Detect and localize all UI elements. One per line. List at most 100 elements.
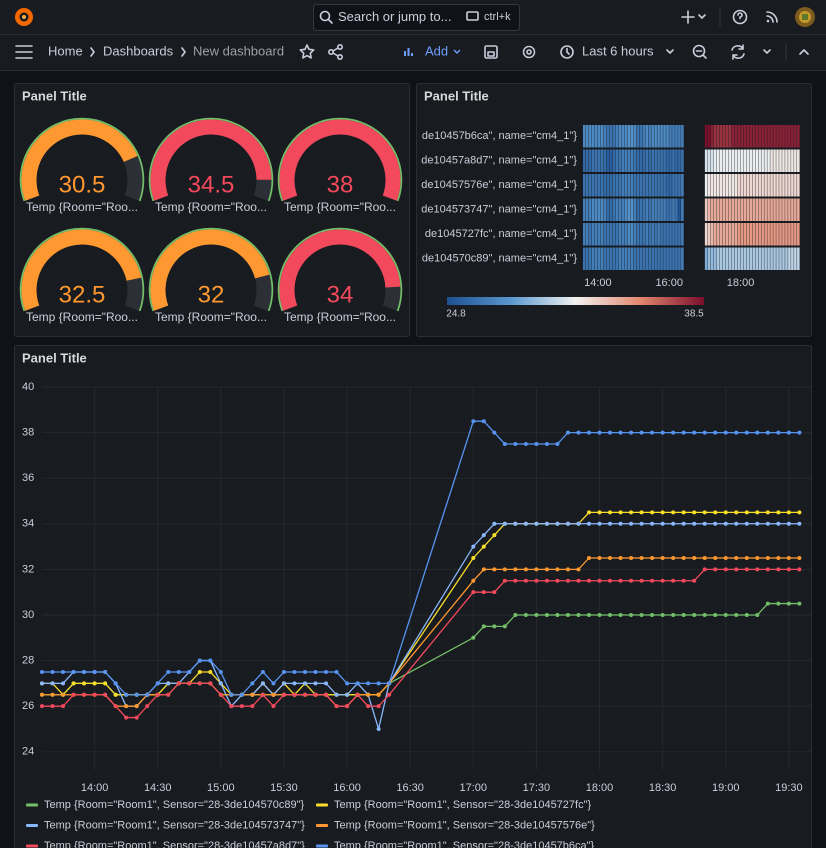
legend-label: Temp {Room="Room1", Sensor="28-3de10457b…: [334, 840, 595, 848]
share[interactable]: [327, 43, 343, 60]
data-point: [576, 578, 581, 583]
data-point: [650, 430, 655, 435]
data-point: [660, 510, 665, 515]
data-point: [366, 704, 371, 709]
heatmap-cell: [773, 174, 776, 197]
data-point: [534, 521, 539, 526]
heatmap-cell: [758, 223, 761, 246]
heatmap-cell: [791, 149, 794, 172]
legend-item[interactable]: Temp {Room="Room1", Sensor="28-3de104573…: [26, 819, 305, 831]
star[interactable]: [299, 44, 315, 59]
data-point: [313, 692, 318, 697]
heatmap-cell: [624, 174, 628, 197]
heatmap-cell: [716, 149, 720, 172]
avatar[interactable]: [795, 7, 815, 27]
add-button[interactable]: Add: [404, 43, 461, 58]
heatmap-cell: [749, 247, 753, 270]
data-point: [639, 430, 644, 435]
legend-item[interactable]: Temp {Room="Room1", Sensor="28-3de104570…: [26, 799, 305, 811]
heatmap-cell: [615, 247, 619, 270]
data-point: [513, 521, 518, 526]
data-point: [660, 578, 665, 583]
breadcrumb[interactable]: Dashboards: [103, 43, 174, 58]
data-point: [292, 692, 297, 697]
refresh-interval[interactable]: [763, 49, 771, 54]
heatmap-cell: [681, 125, 684, 148]
data-point: [744, 521, 749, 526]
data-point: [324, 692, 329, 697]
data-point: [744, 567, 749, 572]
data-point: [650, 510, 655, 515]
heatmap-cell: [755, 223, 759, 246]
legend-item[interactable]: Temp {Room="Room1", Sensor="28-3de10457b…: [316, 840, 595, 848]
heatmap-cell: [639, 125, 643, 148]
heatmap-cell: [752, 174, 756, 197]
heatmap-cell: [612, 198, 616, 221]
heatmap-cell: [725, 174, 729, 197]
heatmap-cell: [719, 149, 723, 172]
heatmap-cell: [600, 198, 604, 221]
panel: [14, 345, 812, 848]
heatmap-cell: [713, 125, 717, 148]
refresh[interactable]: [731, 44, 745, 60]
heatmap-cell: [773, 198, 776, 221]
time-picker[interactable]: Last 6 hours: [560, 43, 674, 59]
new-menu[interactable]: [681, 10, 706, 24]
search-box[interactable]: Search or jump to... ctrl+k: [313, 4, 520, 31]
data-point: [565, 567, 570, 572]
gauge-ring: [148, 117, 274, 202]
heatmap-cell: [755, 198, 759, 221]
heatmap-cell: [612, 223, 616, 246]
data-point: [134, 715, 139, 720]
data-point: [586, 555, 591, 560]
heatmap-cell: [791, 223, 794, 246]
heatmap-cell: [636, 247, 640, 270]
breadcrumb[interactable]: Home: [48, 43, 83, 58]
data-point: [113, 692, 118, 697]
heatmap-cell: [776, 198, 779, 221]
save[interactable]: [484, 45, 498, 59]
data-point: [734, 430, 739, 435]
settings[interactable]: [522, 45, 536, 59]
heatmap-cell: [624, 247, 628, 270]
data-point: [776, 510, 781, 515]
heatmap-cell: [791, 174, 794, 197]
data-point: [681, 612, 686, 617]
heatmap-cell: [797, 174, 800, 197]
heatmap-cell: [725, 125, 729, 148]
heatmap-cell: [758, 125, 761, 148]
data-point: [639, 521, 644, 526]
heatmap-cell: [603, 149, 607, 172]
data-point: [576, 567, 581, 572]
menu-toggle[interactable]: [15, 45, 33, 59]
heatmap-cell: [791, 125, 794, 148]
data-point: [650, 521, 655, 526]
collapse[interactable]: [799, 49, 809, 55]
heatmap-cell: [722, 174, 726, 197]
data-point: [197, 681, 202, 686]
color-scale-min: 24.8: [446, 309, 466, 320]
heatmap-cell: [612, 149, 616, 172]
heatmap-cell: [666, 125, 669, 148]
grafana-logo[interactable]: [15, 8, 33, 26]
data-point: [124, 704, 129, 709]
data-point: [155, 681, 160, 686]
data-point: [681, 510, 686, 515]
gauge-label: Temp {Room="Roo...: [284, 200, 396, 214]
data-point: [723, 567, 728, 572]
data-point: [776, 567, 781, 572]
heatmap-cell: [639, 174, 643, 197]
legend-item[interactable]: Temp {Room="Room1", Sensor="28-3de10457a…: [26, 840, 305, 848]
heatmap-cell: [672, 223, 675, 246]
heatmap-cell: [672, 149, 675, 172]
data-point: [555, 567, 560, 572]
news[interactable]: [766, 11, 778, 23]
legend-item[interactable]: Temp {Room="Room1", Sensor="28-3de104575…: [316, 819, 595, 831]
heatmap-cell: [797, 247, 800, 270]
legend-item[interactable]: Temp {Room="Room1", Sensor="28-3de104572…: [316, 799, 591, 811]
help[interactable]: [732, 9, 748, 25]
data-point: [50, 669, 55, 674]
gauge-bar: [21, 119, 138, 201]
zoom-out[interactable]: [692, 44, 707, 59]
heatmap-cell: [654, 247, 657, 270]
